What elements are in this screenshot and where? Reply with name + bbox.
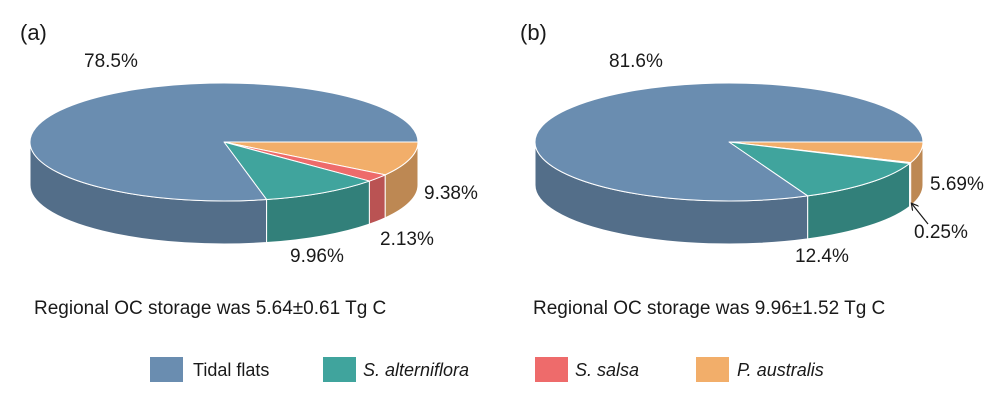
pie-slice-b-s-alterniflora: [728, 141, 911, 197]
caption-a: Regional OC storage was 5.64±0.61 Tg C: [34, 298, 386, 319]
legend-swatch-p-australis: [696, 357, 729, 382]
legend-item-s-salsa: S. salsa: [535, 357, 639, 382]
legend-label-tidal-flats: Tidal flats: [193, 360, 269, 380]
slice-label-a-s-salsa: 2.13%: [380, 229, 434, 250]
slice-label-b-s-alterniflora: 12.4%: [795, 246, 849, 267]
panel-label-a: (a): [20, 20, 47, 45]
legend-swatch-s-salsa: [535, 357, 568, 382]
pie-slice-a-tidal-flats: [29, 82, 419, 202]
legend-item-s-alterniflora: S. alterniflora: [323, 357, 469, 382]
legend-swatch-s-alterniflora: [323, 357, 356, 382]
slice-label-b-tidal-flats: 81.6%: [609, 51, 663, 72]
pie-slice-b-tidal-flats: [534, 82, 924, 202]
slice-label-a-p-australis: 9.38%: [424, 183, 478, 204]
legend-item-tidal-flats: Tidal flats: [150, 357, 269, 382]
pie-panel-b: (b) 81.6% 12.4% 0.25% 5.69% Regional OC …: [520, 20, 984, 319]
salsa-leader-arrow: [912, 204, 929, 225]
pie-slice-a-s-alterniflora: [223, 141, 370, 201]
panel-label-b: (b): [520, 20, 547, 45]
pie-slice-a-p-australis: [223, 141, 419, 176]
slice-label-b-s-salsa: 0.25%: [914, 222, 968, 243]
pie-chart-a: [29, 82, 419, 245]
caption-b: Regional OC storage was 9.96±1.52 Tg C: [533, 298, 885, 319]
legend-label-s-salsa: S. salsa: [575, 360, 639, 380]
legend-item-p-australis: P. australis: [696, 357, 824, 382]
pie-chart-b: [534, 82, 924, 245]
legend-label-p-australis: P. australis: [737, 360, 824, 380]
slice-label-a-s-alterniflora: 9.96%: [290, 246, 344, 267]
legend-swatch-tidal-flats: [150, 357, 183, 382]
legend: Tidal flats S. alterniflora S. salsa P. …: [150, 357, 824, 382]
pie-panel-a: (a) 78.5% 9.96% 2.13% 9.38% Regional OC …: [20, 20, 478, 319]
slice-label-a-tidal-flats: 78.5%: [84, 51, 138, 72]
slice-label-b-p-australis: 5.69%: [930, 174, 984, 195]
legend-label-s-alterniflora: S. alterniflora: [363, 360, 469, 380]
pie-side-a-s-salsa: [368, 174, 386, 225]
